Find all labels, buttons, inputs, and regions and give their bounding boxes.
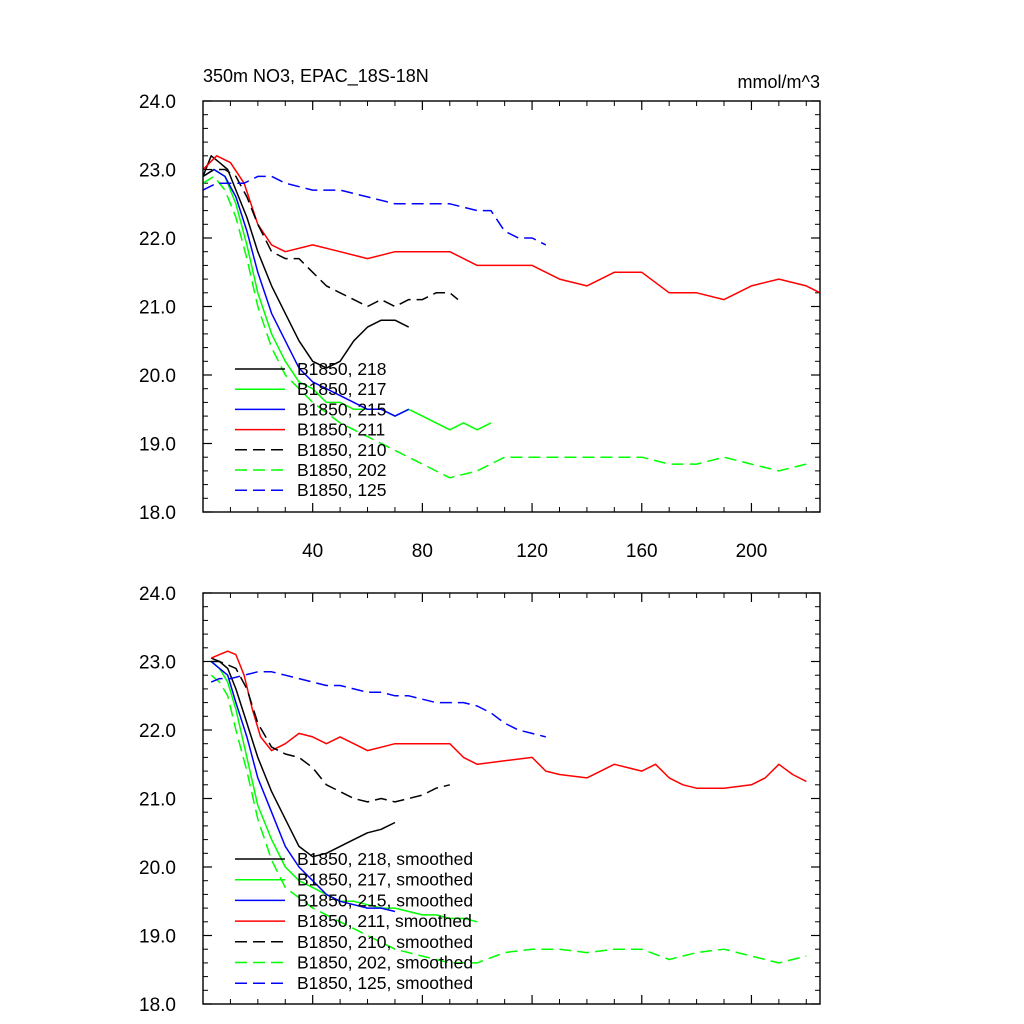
bottom-panel-frame <box>202 592 821 1005</box>
series-line <box>202 155 410 369</box>
x-tick-label: 40 <box>302 541 323 562</box>
legend-label: B1850, 218, smoothed <box>297 849 473 869</box>
bottom-panel-series <box>210 650 807 964</box>
x-tick-label: 120 <box>516 541 548 562</box>
series-line <box>202 168 492 431</box>
top-panel-series <box>202 155 821 479</box>
series-line <box>202 155 821 301</box>
top-panel-units: mmol/m^3 <box>738 72 820 92</box>
legend-label: B1850, 202, smoothed <box>297 953 473 973</box>
y-tick-label: 23.0 <box>139 653 176 674</box>
top-panel-axes: 18.0 19.0 20.0 21.0 22.0 23.0 24.0 40 80 120 160 20… <box>139 92 820 562</box>
series-line <box>202 175 547 246</box>
legend-label: B1850, 202 <box>297 460 387 480</box>
legend-label: B1850, 210, smoothed <box>297 932 473 952</box>
y-tick-label: 21.0 <box>139 298 176 319</box>
series-line <box>210 657 396 858</box>
top-panel-title: 350m NO3, EPAC_18S-18N <box>203 66 429 87</box>
y-tick-label: 19.0 <box>139 435 176 456</box>
y-tick-label: 24.0 <box>139 92 176 113</box>
series-line <box>210 674 807 964</box>
y-tick-label: 19.0 <box>139 927 176 948</box>
y-tick-label: 18.0 <box>139 995 176 1016</box>
x-tick-label: 200 <box>736 541 768 562</box>
y-tick-label: 24.0 <box>139 584 176 605</box>
legend-label: B1850, 211 <box>297 420 385 440</box>
y-tick-label: 21.0 <box>139 790 176 811</box>
bottom-panel-axes: 18.0 19.0 20.0 21.0 22.0 23.0 24.0 <box>139 584 820 1016</box>
legend-label: B1850, 218 <box>297 359 387 379</box>
series-line <box>202 175 807 479</box>
legend-label: B1850, 217, smoothed <box>297 870 473 890</box>
bottom-panel: 18.0 19.0 20.0 21.0 22.0 23.0 24.0 B1850, 218,… <box>139 584 821 1016</box>
legend-label: B1850, 215, smoothed <box>297 890 473 910</box>
series-line <box>210 671 546 738</box>
legend-label: B1850, 215 <box>297 399 387 419</box>
top-panel-frame <box>202 100 821 513</box>
series-line <box>202 168 410 417</box>
legend-label: B1850, 210 <box>297 440 387 460</box>
x-tick-label: 80 <box>412 541 433 562</box>
x-tick-label: 160 <box>626 541 658 562</box>
legend-label: B1850, 125, smoothed <box>297 973 473 993</box>
legend-label: B1850, 211, smoothed <box>297 911 472 931</box>
top-panel: 350m NO3, EPAC_18S-18N mmol/m^3 18.0 19.0… <box>139 66 821 562</box>
legend-label: B1850, 125 <box>297 480 387 500</box>
series-line <box>210 660 396 913</box>
y-tick-label: 20.0 <box>139 858 176 879</box>
legend-label: B1850, 217 <box>297 379 387 399</box>
y-tick-label: 20.0 <box>139 366 176 387</box>
y-tick-label: 22.0 <box>139 721 176 742</box>
series-line <box>211 660 450 803</box>
y-tick-label: 18.0 <box>139 503 176 524</box>
y-tick-label: 23.0 <box>139 161 176 182</box>
y-tick-label: 22.0 <box>139 229 176 250</box>
series-line <box>210 650 807 789</box>
